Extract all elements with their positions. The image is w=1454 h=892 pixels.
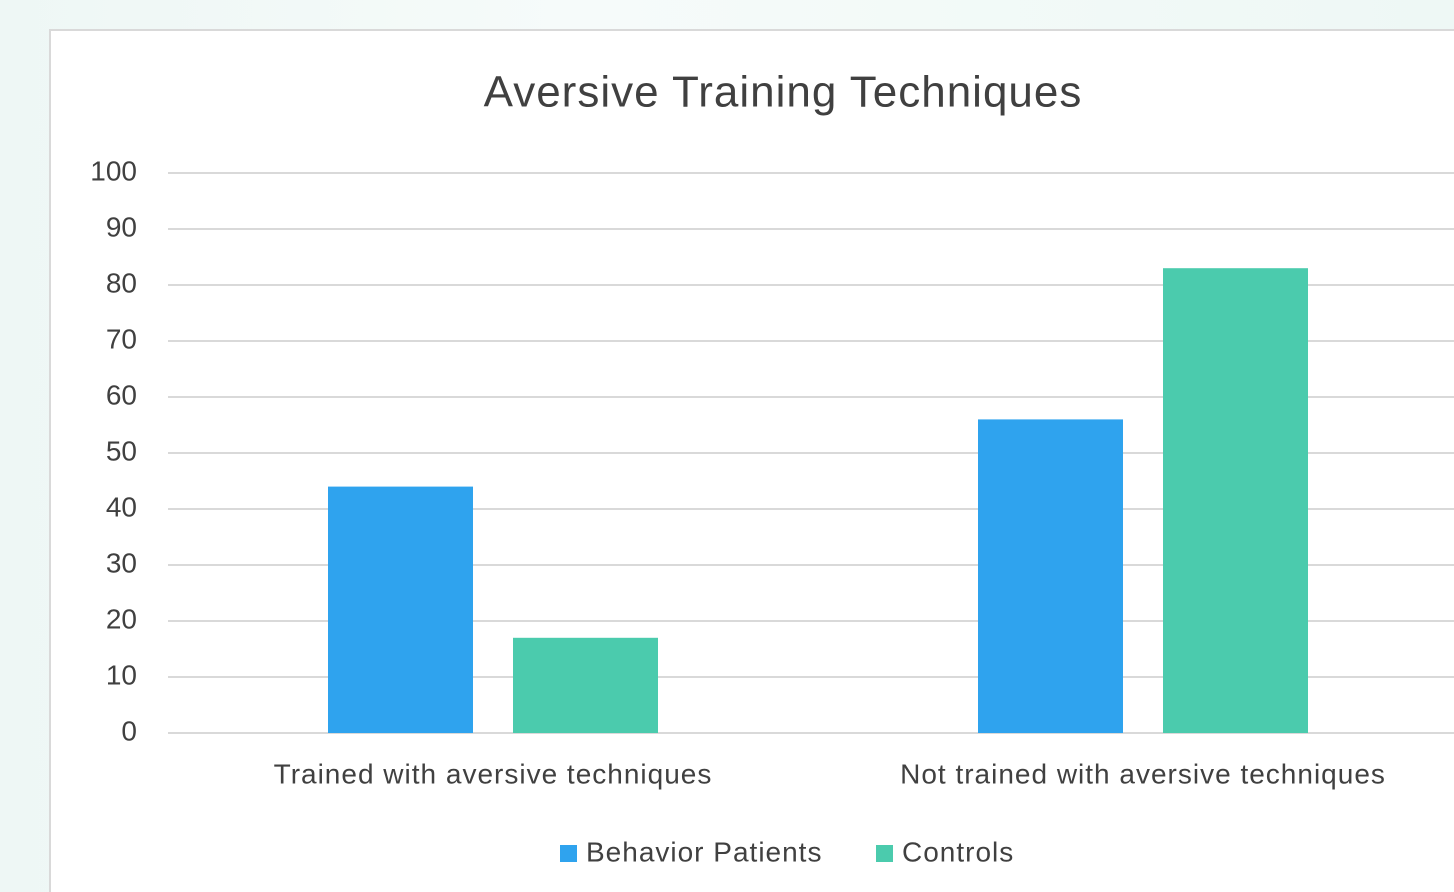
bar <box>513 637 658 733</box>
legend-swatch <box>876 845 893 862</box>
legend-label: Behavior Patients <box>586 836 822 867</box>
legend-swatch <box>560 845 577 862</box>
y-tick-label: 80 <box>106 267 137 298</box>
x-tick-label: Trained with aversive techniques <box>274 758 713 789</box>
y-tick-label: 70 <box>106 323 137 354</box>
y-tick-label: 100 <box>90 155 137 186</box>
y-tick-label: 60 <box>106 379 137 410</box>
y-tick-label: 30 <box>106 547 137 578</box>
y-tick-label: 0 <box>121 715 137 746</box>
y-tick-label: 20 <box>106 603 137 634</box>
bar <box>978 419 1123 733</box>
y-tick-label: 10 <box>106 659 137 690</box>
chart-title: Aversive Training Techniques <box>484 68 1083 117</box>
legend-label: Controls <box>902 836 1014 867</box>
y-tick-label: 50 <box>106 435 137 466</box>
bar <box>328 486 473 733</box>
y-tick-label: 40 <box>106 491 137 522</box>
bar <box>1163 268 1308 733</box>
x-tick-label: Not trained with aversive techniques <box>900 758 1386 789</box>
y-tick-label: 90 <box>106 211 137 242</box>
